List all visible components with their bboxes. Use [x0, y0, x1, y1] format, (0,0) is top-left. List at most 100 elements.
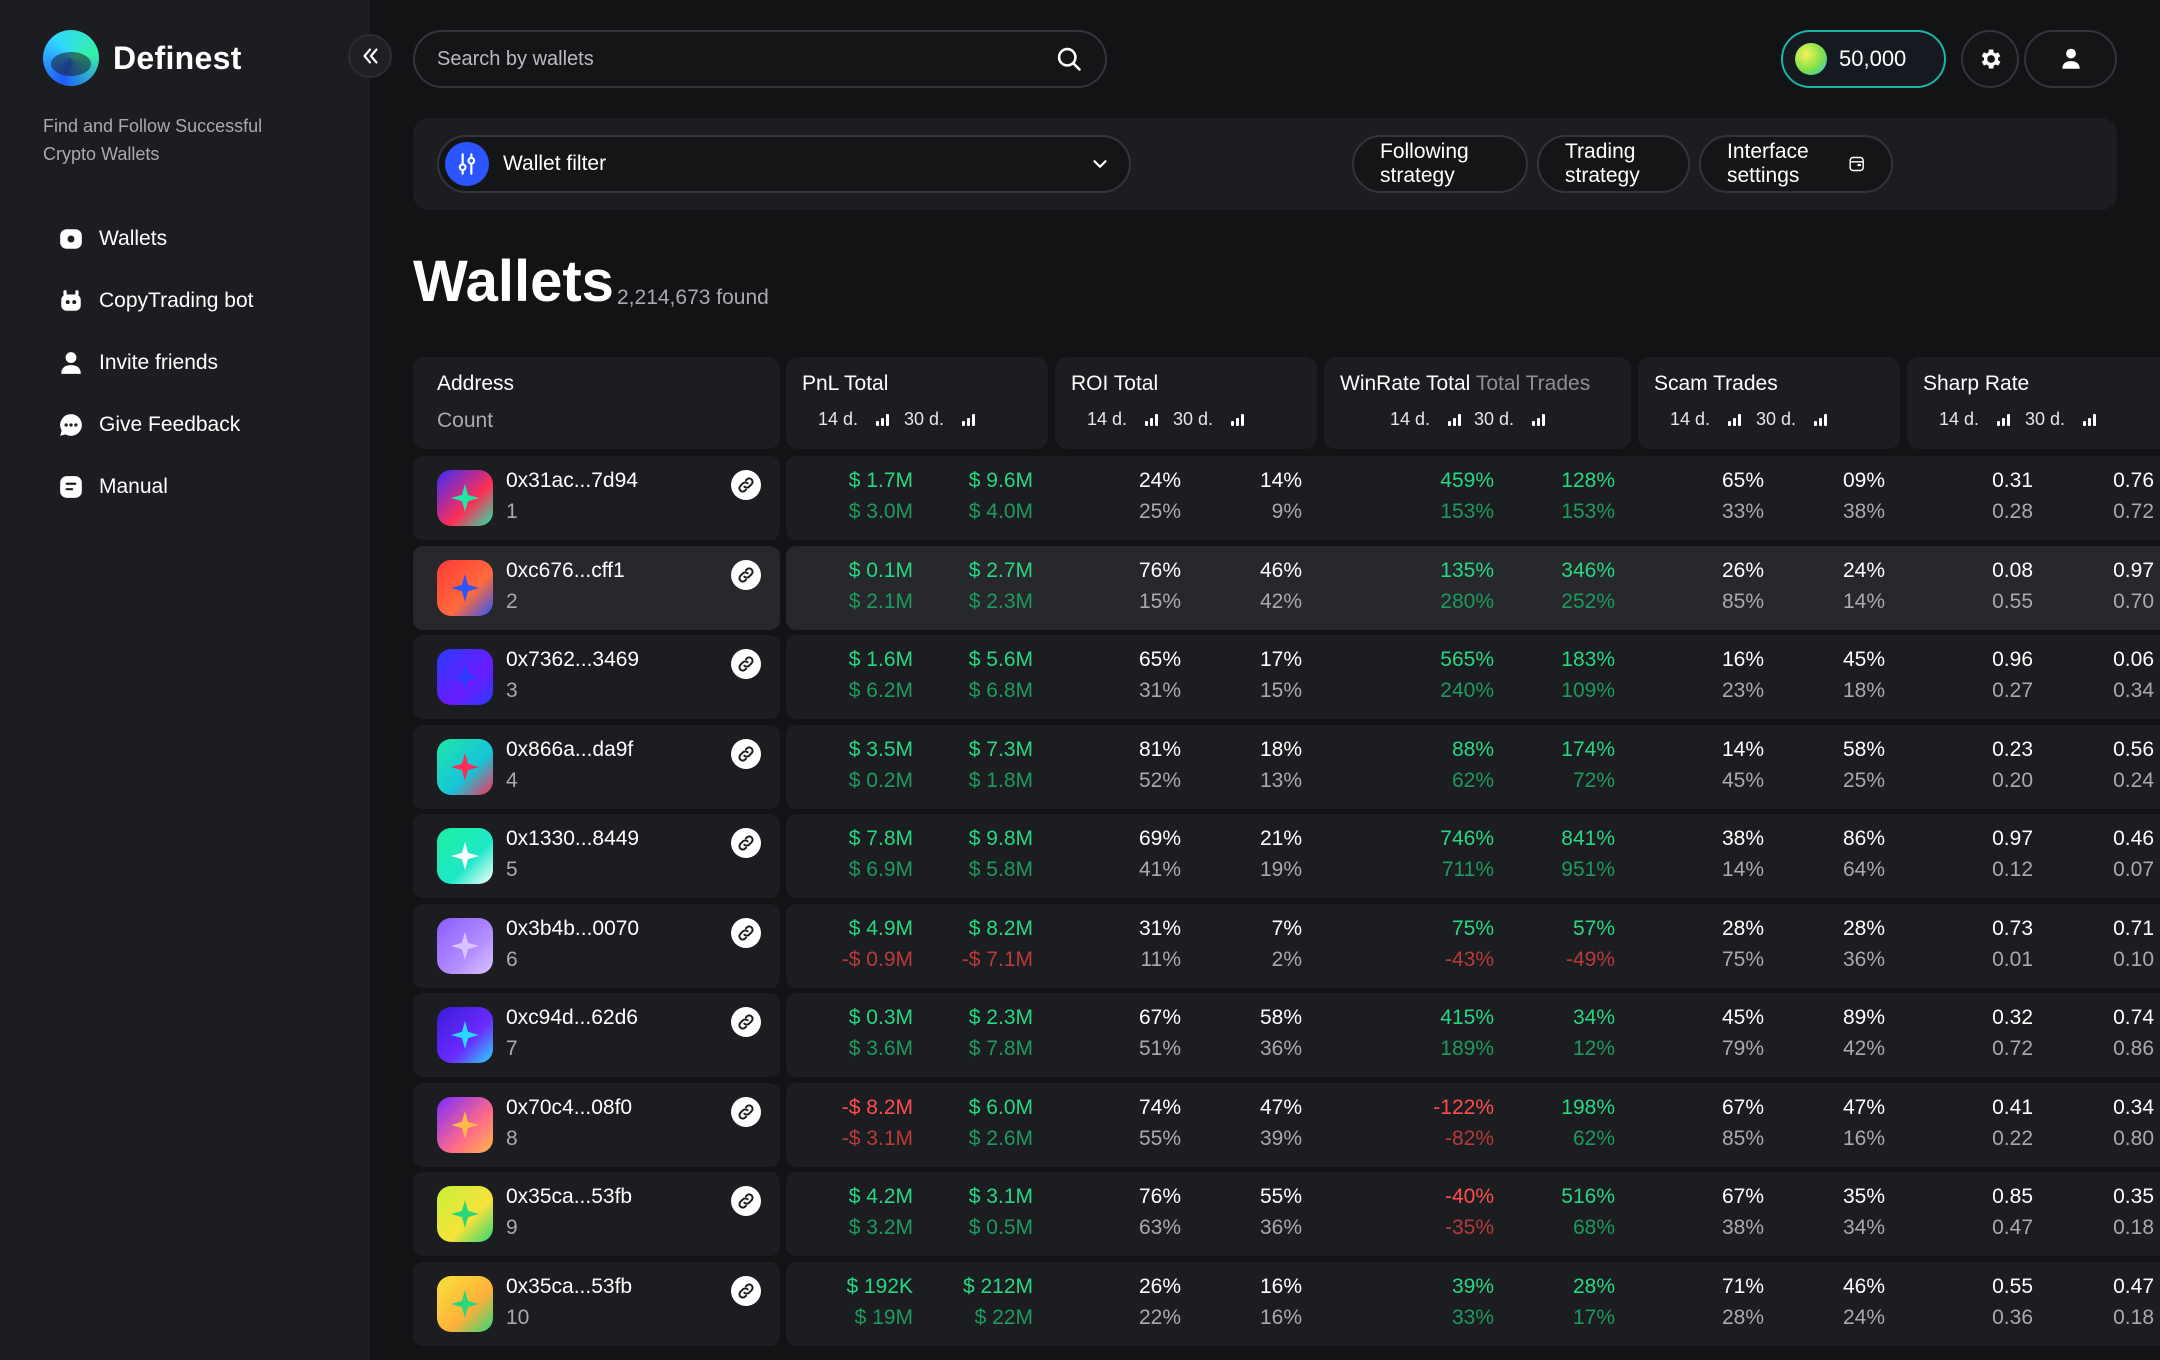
period-sort-toggle[interactable]: 14 d.	[1390, 409, 1462, 430]
table-row-address[interactable]: 0x70c4...08f0 8	[413, 1083, 780, 1167]
copy-link-button[interactable]	[731, 649, 761, 679]
sparkle-icon	[451, 1021, 479, 1049]
period-sort-toggle[interactable]: 14 d.	[818, 409, 890, 430]
table-row-address[interactable]: 0x866a...da9f 4	[413, 725, 780, 809]
search-icon[interactable]	[1055, 45, 1083, 73]
sparkle-icon	[451, 1111, 479, 1139]
column-header-roi[interactable]: ROI Total 14 d. 30 d.	[1055, 357, 1317, 449]
collapse-sidebar-button[interactable]	[348, 34, 392, 78]
logo[interactable]: Definest	[43, 30, 242, 86]
table-row-data[interactable]: $ 3.5M $ 0.2M $ 7.3M $ 1.8M 81% 52% 18% 13% 88% 6…	[786, 725, 2160, 809]
copy-link-button[interactable]	[731, 1097, 761, 1127]
table-row-address[interactable]: 0x3b4b...0070 6	[413, 904, 780, 988]
copy-link-button[interactable]	[731, 470, 761, 500]
roi14-value: 26%	[1138, 1275, 1181, 1298]
sidebar-item-wallets[interactable]: Wallets	[57, 208, 253, 270]
scam14-value: 14%	[1721, 738, 1764, 761]
roi30-value: 55%	[1259, 1185, 1302, 1208]
sharp30-value: 0.06	[2113, 648, 2154, 671]
period-sort-toggle[interactable]: 30 d.	[1173, 409, 1245, 430]
table-row-data[interactable]: $ 0.1M $ 2.1M $ 2.7M $ 2.3M 76% 15% 46% 42% 135%…	[786, 546, 2160, 630]
column-header-scam[interactable]: Scam Trades 14 d. 30 d.	[1638, 357, 1900, 449]
roi14-value: 55%	[1138, 1127, 1181, 1150]
sidebar-item-give-feedback[interactable]: Give Feedback	[57, 394, 253, 456]
sidebar-item-copytrading-bot[interactable]: CopyTrading bot	[57, 270, 253, 332]
pnl14-value: $ 2.1M	[848, 590, 913, 613]
table-row-data[interactable]: -$ 8.2M -$ 3.1M $ 6.0M $ 2.6M 74% 55% 47% 39% -1…	[786, 1083, 2160, 1167]
copy-link-button[interactable]	[731, 560, 761, 590]
sharp30-value: 0.97	[2113, 559, 2154, 582]
search-input[interactable]	[437, 47, 1055, 71]
pnl30-value: $ 8.2M	[968, 917, 1033, 940]
wallet-address: 0x3b4b...0070	[506, 917, 640, 940]
wallet-avatar	[437, 649, 493, 705]
wallet-filter-dropdown[interactable]: Wallet filter	[437, 135, 1131, 193]
table-row-address[interactable]: 0xc94d...62d6 7	[413, 993, 780, 1077]
sharp30-value: 0.86	[2113, 1037, 2154, 1060]
link-icon	[738, 656, 754, 672]
table-row-data[interactable]: $ 4.9M -$ 0.9M $ 8.2M -$ 7.1M 31% 11% 7% 2% 75% -…	[786, 904, 2160, 988]
pnl30-value: $ 5.8M	[968, 858, 1033, 881]
sidebar-item-manual[interactable]: Manual	[57, 456, 253, 518]
column-header-pnl[interactable]: PnL Total 14 d. 30 d.	[786, 357, 1048, 449]
win30-value: 183%	[1561, 648, 1615, 671]
scam14-value: 67%	[1721, 1185, 1764, 1208]
period-sort-toggle[interactable]: 30 d.	[1756, 409, 1828, 430]
roi30-value: 42%	[1259, 590, 1302, 613]
period-sort-toggle[interactable]: 30 d.	[904, 409, 976, 430]
sort-bars-icon	[876, 413, 890, 426]
roi30-value: 21%	[1259, 827, 1302, 850]
link-icon	[738, 925, 754, 941]
period-sort-toggle[interactable]: 14 d.	[1939, 409, 2011, 430]
period-sort-toggle[interactable]: 30 d.	[1474, 409, 1546, 430]
period-sort-toggle[interactable]: 14 d.	[1087, 409, 1159, 430]
roi30-value: 39%	[1259, 1127, 1302, 1150]
following-strategy-button[interactable]: Following strategy	[1352, 135, 1528, 193]
roi30-value: 46%	[1259, 559, 1302, 582]
sidebar-item-invite-friends[interactable]: Invite friends	[57, 332, 253, 394]
table-row-address[interactable]: 0x7362...3469 3	[413, 635, 780, 719]
win30-value: 153%	[1561, 500, 1615, 523]
copy-link-button[interactable]	[731, 1186, 761, 1216]
column-header-sharp[interactable]: Sharp Rate 14 d. 30 d.	[1907, 357, 2160, 449]
table-row-data[interactable]: $ 4.2M $ 3.2M $ 3.1M $ 0.5M 76% 63% 55% 36% -40%…	[786, 1172, 2160, 1256]
copy-link-button[interactable]	[731, 828, 761, 858]
copy-link-button[interactable]	[731, 1276, 761, 1306]
profile-button[interactable]	[2024, 30, 2117, 88]
link-icon	[738, 567, 754, 583]
win30-value: 109%	[1561, 679, 1615, 702]
table-row-data[interactable]: $ 1.7M $ 3.0M $ 9.6M $ 4.0M 24% 25% 14% 9% 459% 1…	[786, 456, 2160, 540]
copy-link-button[interactable]	[731, 1007, 761, 1037]
sharp30-value: 0.56	[2113, 738, 2154, 761]
pnl14-value: -$ 8.2M	[841, 1096, 913, 1119]
win14-value: -40%	[1444, 1185, 1494, 1208]
table-row-data[interactable]: $ 1.6M $ 6.2M $ 5.6M $ 6.8M 65% 31% 17% 15% 565%…	[786, 635, 2160, 719]
table-row-address[interactable]: 0x35ca...53fb 10	[413, 1262, 780, 1346]
winrate-label: WinRate Total	[1340, 372, 1471, 395]
table-row-address[interactable]: 0x35ca...53fb 9	[413, 1172, 780, 1256]
table-row-data[interactable]: $ 192K $ 19M $ 212M $ 22M 26% 22% 16% 16% 39% 33%…	[786, 1262, 2160, 1346]
sharp14-value: 0.08	[1992, 559, 2033, 582]
table-row-address[interactable]: 0x31ac...7d94 1	[413, 456, 780, 540]
copy-link-button[interactable]	[731, 739, 761, 769]
column-header-winrate[interactable]: WinRate Total Total Trades 14 d. 30 d.	[1324, 357, 1631, 449]
win30-value: 174%	[1561, 738, 1615, 761]
trading-strategy-button[interactable]: Trading strategy	[1537, 135, 1690, 193]
balance-button[interactable]: 50,000	[1781, 30, 1946, 88]
scam14-value: 85%	[1721, 590, 1764, 613]
period-sort-toggle[interactable]: 14 d.	[1670, 409, 1742, 430]
table-row-data[interactable]: $ 0.3M $ 3.6M $ 2.3M $ 7.8M 67% 51% 58% 36% 415%…	[786, 993, 2160, 1077]
table-row-address[interactable]: 0xc676...cff1 2	[413, 546, 780, 630]
column-header-address[interactable]: Address Count	[413, 357, 780, 449]
roi14-value: 63%	[1138, 1216, 1181, 1239]
period-sort-toggle[interactable]: 30 d.	[2025, 409, 2097, 430]
settings-button[interactable]	[1961, 30, 2019, 88]
table-row-address[interactable]: 0x1330...8449 5	[413, 814, 780, 898]
sharp14-value: 0.97	[1992, 827, 2033, 850]
win14-value: 62%	[1451, 769, 1494, 792]
win14-value: 189%	[1440, 1037, 1494, 1060]
win14-value: 565%	[1440, 648, 1494, 671]
copy-link-button[interactable]	[731, 918, 761, 948]
table-row-data[interactable]: $ 7.8M $ 6.9M $ 9.8M $ 5.8M 69% 41% 21% 19% 746%…	[786, 814, 2160, 898]
interface-settings-button[interactable]: Interface settings	[1699, 135, 1893, 193]
